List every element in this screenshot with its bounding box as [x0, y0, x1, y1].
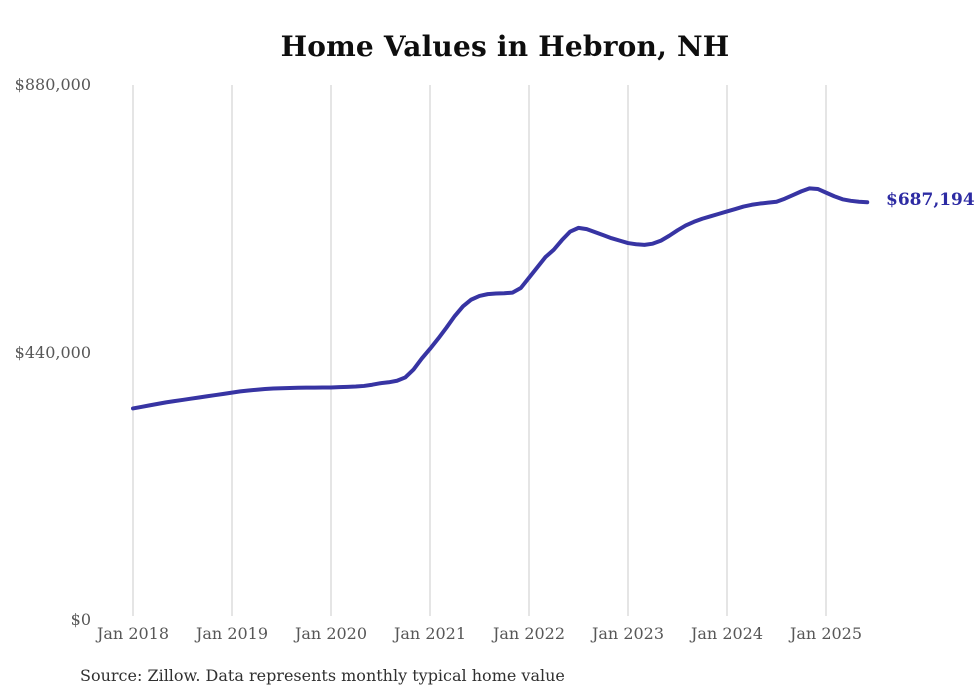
x-tick-label: Jan 2020	[294, 624, 368, 643]
source-note: Source: Zillow. Data represents monthly …	[80, 666, 565, 685]
gridlines	[132, 85, 827, 616]
x-tick-label: Jan 2019	[195, 624, 269, 643]
x-tick-label: Jan 2024	[690, 624, 764, 643]
x-tick-label: Jan 2018	[96, 624, 170, 643]
value-line-group	[131, 186, 870, 411]
x-tick-label: Jan 2021	[393, 624, 467, 643]
y-tick-label: $0	[70, 610, 91, 629]
y-tick-label: $880,000	[14, 75, 91, 94]
latest-value-label: $687,194	[886, 190, 975, 210]
home-value-line	[131, 186, 870, 411]
x-tick-label: Jan 2023	[591, 624, 665, 643]
chart-title: Home Values in Hebron, NH	[280, 30, 730, 63]
y-tick-label: $440,000	[14, 343, 91, 362]
x-tick-label: Jan 2025	[789, 624, 863, 643]
x-tick-label: Jan 2022	[492, 624, 566, 643]
